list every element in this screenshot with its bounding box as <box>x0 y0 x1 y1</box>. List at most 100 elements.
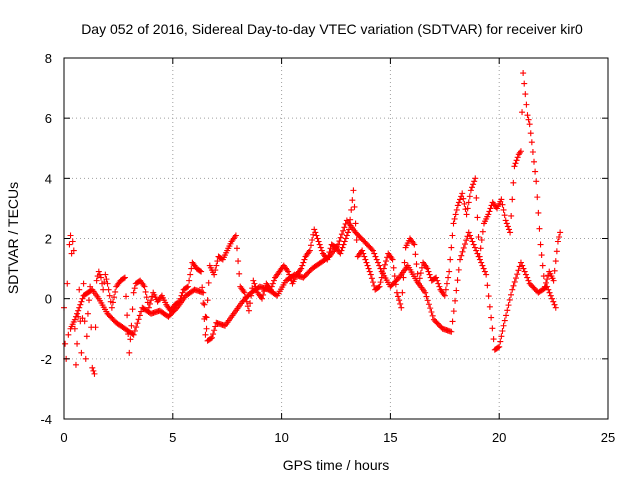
trace-point <box>425 301 432 308</box>
trace-point <box>307 242 314 249</box>
y-tick-label: 4 <box>45 171 52 186</box>
trace-point <box>473 194 480 201</box>
data-point <box>100 286 107 293</box>
data-point <box>398 304 405 311</box>
trace-point <box>317 244 324 251</box>
data-point <box>337 250 344 257</box>
data-point <box>202 331 209 338</box>
trace-point <box>500 206 507 213</box>
data-point <box>367 271 374 278</box>
data-point <box>82 355 89 362</box>
data-point <box>315 238 322 245</box>
trace-point <box>213 262 220 269</box>
data-point <box>557 229 564 236</box>
trace-point <box>498 333 505 340</box>
trace-point <box>481 268 488 275</box>
trace-point <box>74 310 81 317</box>
data-point <box>141 283 148 290</box>
data-point <box>522 91 529 98</box>
trace-point <box>381 261 388 268</box>
trace-point <box>470 181 477 188</box>
data-point <box>298 265 305 272</box>
trace-point <box>452 211 459 218</box>
trace-point <box>312 229 319 236</box>
trace-point <box>79 315 86 322</box>
trace-point <box>124 312 131 319</box>
trace-point <box>443 280 450 287</box>
grid-lines <box>64 58 608 419</box>
trace-point <box>461 200 468 207</box>
data-point <box>457 256 464 263</box>
data-point <box>102 271 109 278</box>
data-point <box>311 226 318 233</box>
trace-point <box>203 325 210 332</box>
trace-point <box>465 199 472 206</box>
data-point <box>64 280 71 287</box>
trace-point <box>368 275 375 282</box>
trace-point <box>462 241 469 248</box>
trace-point <box>179 289 186 296</box>
data-point <box>74 340 81 347</box>
trace-point <box>512 160 519 167</box>
trace-point <box>423 293 430 300</box>
data-point <box>232 232 239 239</box>
data-point <box>185 283 192 290</box>
trace-point <box>545 286 552 293</box>
data-point <box>250 277 257 284</box>
trace-point <box>383 258 390 265</box>
data-point <box>121 274 128 281</box>
trace-point <box>301 256 308 263</box>
data-point <box>483 271 490 278</box>
trace-point <box>120 275 127 282</box>
x-tick-label: 25 <box>601 430 615 445</box>
trace-point <box>143 294 150 301</box>
trace-point <box>401 259 408 266</box>
trace-point <box>374 259 381 266</box>
trace-point <box>471 244 478 251</box>
trace-point <box>449 232 456 239</box>
trace-point <box>429 312 436 319</box>
data-point <box>76 304 83 311</box>
trace-point <box>413 261 420 268</box>
data-point <box>241 289 248 296</box>
trace-point <box>341 224 348 231</box>
trace-point <box>205 279 212 286</box>
data-point <box>128 322 135 329</box>
trace-point <box>455 266 462 273</box>
trace-point <box>203 314 210 321</box>
trace-point <box>466 232 473 239</box>
trace-point <box>470 241 477 248</box>
trace-point <box>521 268 528 275</box>
trace-point <box>103 276 110 283</box>
data-point <box>76 286 83 293</box>
data-point <box>198 268 205 275</box>
x-axis-label: GPS time / hours <box>283 457 390 473</box>
trace-point <box>464 205 471 212</box>
trace-point <box>101 279 108 286</box>
axis-ticks: 0 5 10 15 20 25 -4 -2 0 2 4 6 8 <box>40 51 615 445</box>
trace-point <box>244 303 251 310</box>
trace-point <box>369 279 376 286</box>
data-point <box>108 304 115 311</box>
data-point <box>502 217 509 224</box>
trace-point <box>377 265 384 272</box>
data-point <box>285 268 292 275</box>
trace-point <box>316 241 323 248</box>
data-point <box>446 268 453 275</box>
trace-point <box>214 258 221 265</box>
data-point <box>80 280 87 287</box>
trace-point <box>442 286 449 293</box>
trace-point <box>207 335 214 342</box>
data-point <box>65 331 72 338</box>
trace-point <box>479 228 486 235</box>
data-point <box>467 187 474 194</box>
trace-point <box>391 273 398 280</box>
data-point <box>500 322 507 329</box>
data-point <box>95 268 102 275</box>
trace-point <box>339 244 346 251</box>
trace-point <box>460 244 467 251</box>
trace-point <box>371 282 378 289</box>
trace-point <box>344 229 351 236</box>
trace-point <box>521 80 528 87</box>
trace-point <box>129 306 136 313</box>
